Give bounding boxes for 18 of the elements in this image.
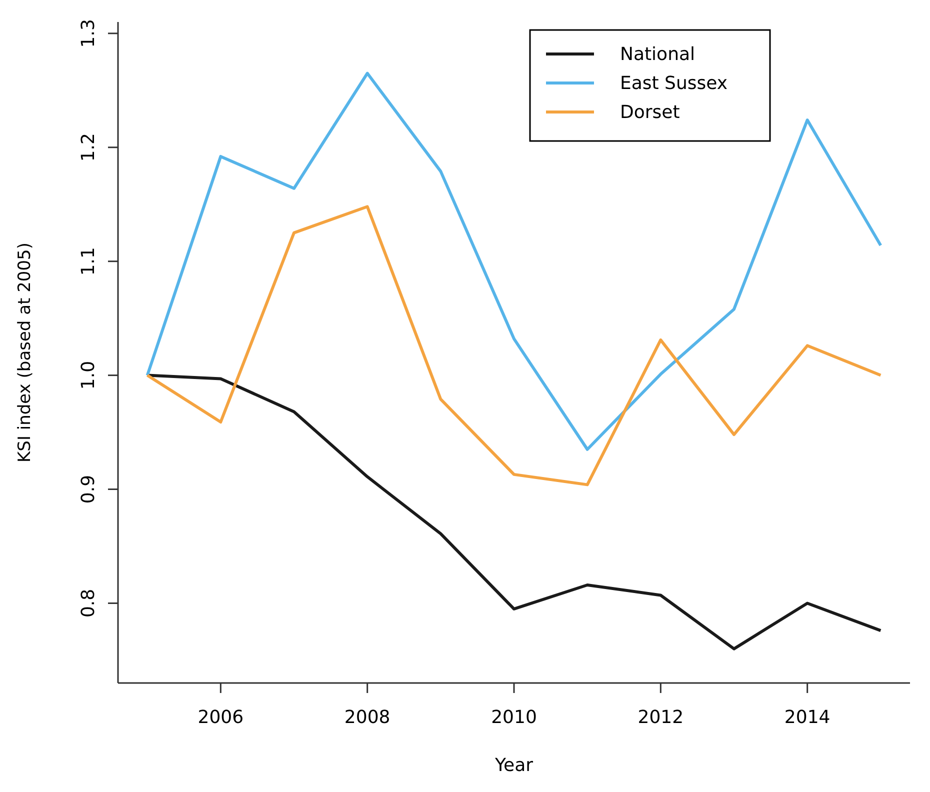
y-tick-label: 1.0 (78, 360, 99, 390)
y-tick-label: 1.2 (78, 133, 99, 162)
legend-label: National (620, 44, 696, 65)
y-tick-label: 0.8 (78, 588, 99, 618)
x-tick-label: 2008 (344, 707, 390, 728)
x-tick-label: 2012 (638, 707, 684, 728)
legend-label: Dorset (620, 102, 680, 123)
x-tick-label: 2010 (491, 707, 537, 728)
y-tick-label: 1.1 (78, 247, 99, 276)
x-tick-label: 2006 (198, 707, 244, 728)
line-series (146, 72, 882, 451)
legend-label: East Sussex (620, 73, 728, 94)
x-axis-title: Year (494, 755, 534, 776)
x-tick-label: 2014 (784, 707, 830, 728)
y-axis-title: KSI index (based at 2005) (15, 242, 35, 463)
y-tick-label: 0.9 (78, 474, 99, 504)
line-series (146, 205, 882, 486)
y-tick-label: 1.3 (78, 19, 99, 48)
